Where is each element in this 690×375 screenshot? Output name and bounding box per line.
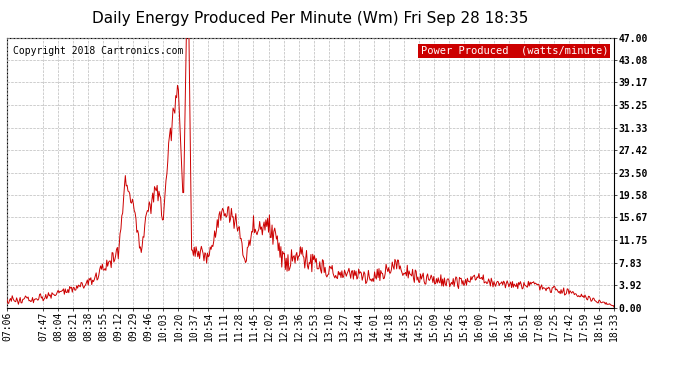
Text: Copyright 2018 Cartronics.com: Copyright 2018 Cartronics.com [13, 46, 184, 56]
Text: Power Produced  (watts/minute): Power Produced (watts/minute) [420, 46, 608, 56]
Text: Daily Energy Produced Per Minute (Wm) Fri Sep 28 18:35: Daily Energy Produced Per Minute (Wm) Fr… [92, 11, 529, 26]
